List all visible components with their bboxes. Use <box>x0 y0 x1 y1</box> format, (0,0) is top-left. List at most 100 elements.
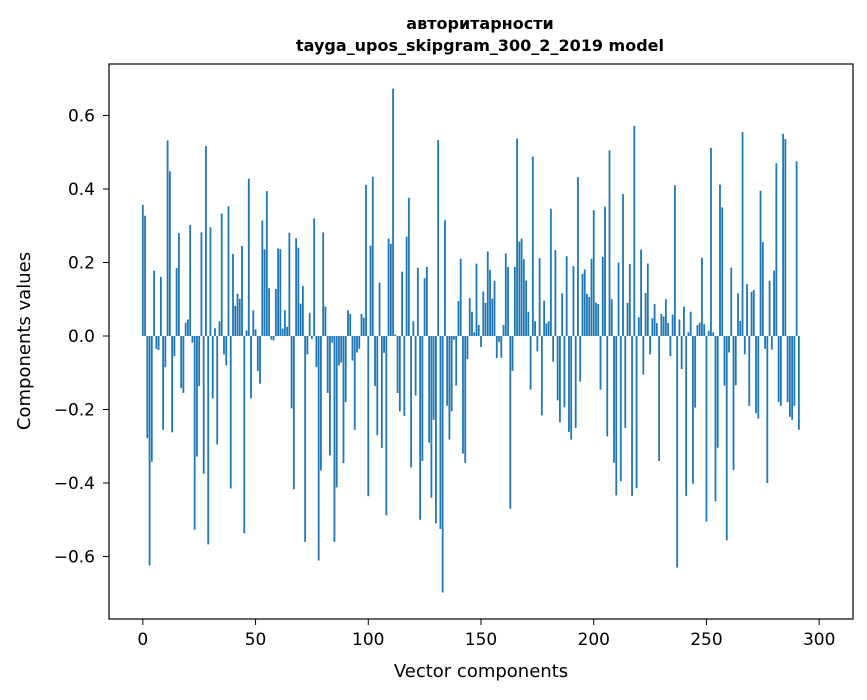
bar <box>633 125 636 336</box>
bar <box>588 297 591 336</box>
bar <box>597 304 600 336</box>
bar <box>385 335 388 516</box>
bar <box>448 335 451 440</box>
y-tick-label: −0.4 <box>54 474 95 494</box>
bar <box>637 317 640 336</box>
bar <box>225 335 228 366</box>
bar <box>252 310 255 336</box>
bar <box>177 233 180 336</box>
bar <box>615 335 618 496</box>
bar <box>268 288 270 336</box>
bar <box>491 298 494 336</box>
bar <box>265 191 268 336</box>
bar <box>209 227 212 336</box>
bar <box>498 335 500 342</box>
bar <box>570 335 573 440</box>
bar <box>572 266 575 336</box>
bar <box>518 241 521 336</box>
bar <box>592 210 595 336</box>
bar <box>613 335 615 463</box>
bar <box>380 335 383 449</box>
bar <box>274 288 277 336</box>
bar <box>631 335 633 496</box>
bar <box>601 256 604 336</box>
bar <box>698 322 701 336</box>
bar <box>218 321 221 336</box>
bar <box>324 306 327 336</box>
bar <box>389 243 392 336</box>
y-tick-label: 0.2 <box>68 253 95 273</box>
bar <box>719 184 721 336</box>
bar <box>435 335 437 524</box>
bar <box>559 335 561 423</box>
bar <box>421 335 424 461</box>
bar <box>295 238 298 336</box>
bar <box>223 335 225 355</box>
bar <box>579 335 582 382</box>
bar <box>734 335 737 386</box>
bar <box>331 335 334 343</box>
bar <box>365 184 367 336</box>
x-ticks-group: 0 50 100 150 200 250 300 <box>137 619 835 650</box>
bar <box>642 335 645 375</box>
bar <box>216 335 219 445</box>
bar <box>728 335 730 353</box>
bar <box>394 334 397 336</box>
bar <box>157 335 160 350</box>
bar <box>340 335 343 363</box>
y-tick-label: −0.2 <box>54 400 95 420</box>
bar <box>660 313 663 336</box>
bar <box>191 335 194 343</box>
bar <box>721 207 724 336</box>
bar <box>351 335 354 361</box>
bar <box>360 313 363 336</box>
bar <box>662 316 665 336</box>
bar <box>617 262 620 336</box>
bar <box>353 335 356 430</box>
y-tick-label: 0.6 <box>68 106 95 126</box>
bar <box>432 335 435 420</box>
bar <box>671 314 674 336</box>
bar <box>347 310 349 336</box>
bar <box>635 335 638 489</box>
bar <box>205 145 207 336</box>
bar <box>414 335 417 396</box>
bar <box>707 330 710 336</box>
bar <box>396 335 399 393</box>
bar <box>507 266 509 336</box>
bar <box>531 156 534 336</box>
bar <box>455 335 458 386</box>
bar <box>522 259 525 336</box>
bar <box>236 293 239 336</box>
bar <box>401 271 403 336</box>
bar <box>306 335 309 355</box>
bar <box>477 324 480 336</box>
bar <box>193 335 196 530</box>
bar <box>155 335 158 349</box>
bar <box>554 249 557 336</box>
bar <box>259 335 261 384</box>
y-tick-label: −0.6 <box>54 548 95 568</box>
bar <box>437 140 440 336</box>
bar <box>444 220 446 336</box>
bar <box>227 206 230 336</box>
bar <box>489 269 491 336</box>
bar <box>392 88 394 336</box>
bar <box>710 147 712 336</box>
bar <box>200 232 203 336</box>
bar <box>770 335 773 350</box>
bar <box>374 335 376 386</box>
bar <box>484 302 487 336</box>
bar <box>703 324 706 336</box>
bar <box>229 335 232 489</box>
bar <box>290 335 293 409</box>
bar <box>247 178 250 336</box>
bar <box>428 335 431 443</box>
bar <box>649 335 651 355</box>
bar <box>425 266 428 336</box>
bar <box>187 319 189 336</box>
bar <box>288 232 291 336</box>
bar <box>644 292 647 336</box>
bar <box>791 335 794 420</box>
bar <box>782 133 785 336</box>
